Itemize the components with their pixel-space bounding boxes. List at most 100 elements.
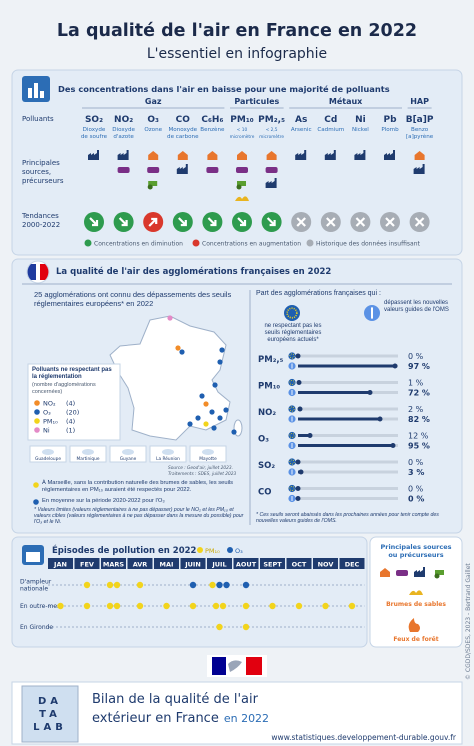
source-icon <box>236 181 246 190</box>
group-label: Métaux <box>329 96 363 106</box>
category-label: NO₂ <box>258 408 276 418</box>
eu-stars <box>289 459 295 465</box>
icon-part <box>28 88 32 98</box>
wheel <box>236 184 242 190</box>
tractor <box>435 570 444 575</box>
sources-title: Principales sources <box>380 543 451 551</box>
factory <box>176 164 188 174</box>
eu-icon <box>284 305 300 321</box>
eu-icon <box>288 378 296 387</box>
month-label: MAI <box>160 561 174 569</box>
bar-track <box>298 407 398 411</box>
factory <box>88 150 99 160</box>
category-label: O₃ <box>258 435 269 445</box>
value-label: 1 % <box>408 379 424 388</box>
source: Source : Geod'air, juillet 2023. <box>168 465 233 471</box>
source-icon <box>236 167 248 173</box>
source-icon <box>177 151 188 160</box>
factory <box>354 150 366 160</box>
series-label: ne respectant pas les seuils réglementai… <box>264 323 322 344</box>
legend-subtitle: (nombre d'agglomérations concernées) <box>32 382 96 395</box>
source-icon <box>147 167 160 173</box>
icon-part <box>26 552 40 562</box>
panel <box>11 258 463 534</box>
house <box>414 151 425 160</box>
bar-track <box>298 460 398 464</box>
factory <box>295 150 307 160</box>
section-title: Épisodes de pollution en 2022 <box>52 544 197 556</box>
bar-end <box>367 390 373 395</box>
factory <box>384 150 395 160</box>
pollutant-name: Dioxyde <box>112 127 135 133</box>
fire <box>408 618 420 632</box>
map-dots <box>167 315 237 435</box>
legend-label: PM₁₀ <box>205 547 220 555</box>
month-cell <box>180 558 206 569</box>
cover <box>21 685 79 743</box>
pollutant-symbol: PM₂,₅ <box>258 115 285 125</box>
month-label: OCT <box>292 561 307 569</box>
value-label: 12 % <box>408 432 429 441</box>
month-label: FEV <box>80 561 94 569</box>
tractor <box>237 181 246 186</box>
shares-title: Part des agglomérations françaises qui : <box>256 290 381 297</box>
source-icon <box>266 151 277 160</box>
episode-dot <box>216 623 223 631</box>
episode-dot <box>163 602 170 610</box>
row-label: Polluants <box>22 115 54 123</box>
arrow <box>118 217 128 227</box>
territory <box>122 449 134 455</box>
note: * Valeurs limites (valeurs réglementaire… <box>34 507 244 526</box>
pollutant-name: Dioxyde <box>83 127 106 133</box>
source-icon <box>414 567 425 577</box>
territory <box>42 449 54 455</box>
source-icon <box>88 150 99 160</box>
row-label: Principales <box>22 159 60 167</box>
pollutant-symbol: As <box>295 115 307 125</box>
group-label: Particules <box>234 97 279 106</box>
row-label: nationale <box>20 586 48 593</box>
month-label: JUIN <box>184 561 201 569</box>
value-label: 0 % <box>408 458 424 467</box>
eu-icon <box>288 484 296 493</box>
month-label: AOUT <box>236 561 257 569</box>
source-icon <box>295 150 307 160</box>
month-cell <box>286 558 312 569</box>
footer-title: extérieur en France <box>92 711 219 726</box>
source-icon <box>413 164 425 174</box>
source-icon <box>237 151 247 160</box>
territory <box>202 449 214 455</box>
arrow <box>266 217 276 227</box>
factory <box>117 150 129 160</box>
source-icon <box>414 151 425 160</box>
house <box>177 151 188 160</box>
episode-dot <box>223 581 230 589</box>
bar-track <box>298 470 398 474</box>
row-label: précurseurs <box>22 177 64 185</box>
source-icon <box>117 150 129 160</box>
month-cell <box>101 558 126 569</box>
footer-year: en 2022 <box>224 712 269 725</box>
row-label: D'ampleur <box>20 579 52 586</box>
factory <box>413 164 425 174</box>
note-dot <box>33 482 39 488</box>
bar-end <box>392 363 398 369</box>
sand <box>409 590 423 595</box>
episode-dot <box>295 602 303 610</box>
row-label: 2000-2022 <box>22 221 60 229</box>
eu-stars <box>289 353 295 359</box>
value-label: 95 % <box>408 442 430 451</box>
house <box>207 151 218 160</box>
source-icon <box>384 150 395 160</box>
bar-end <box>295 486 301 491</box>
episode-dot <box>219 602 227 610</box>
pollutant-name: Cadmium <box>317 127 344 133</box>
eu-stars <box>289 485 295 492</box>
legend-dot <box>34 418 40 424</box>
bar-end <box>296 380 302 385</box>
territory <box>82 449 94 455</box>
legend-label: Concentrations en diminution <box>94 241 183 248</box>
month-label: DEC <box>345 561 360 569</box>
value-label: 0 % <box>408 352 424 361</box>
car <box>396 570 408 576</box>
